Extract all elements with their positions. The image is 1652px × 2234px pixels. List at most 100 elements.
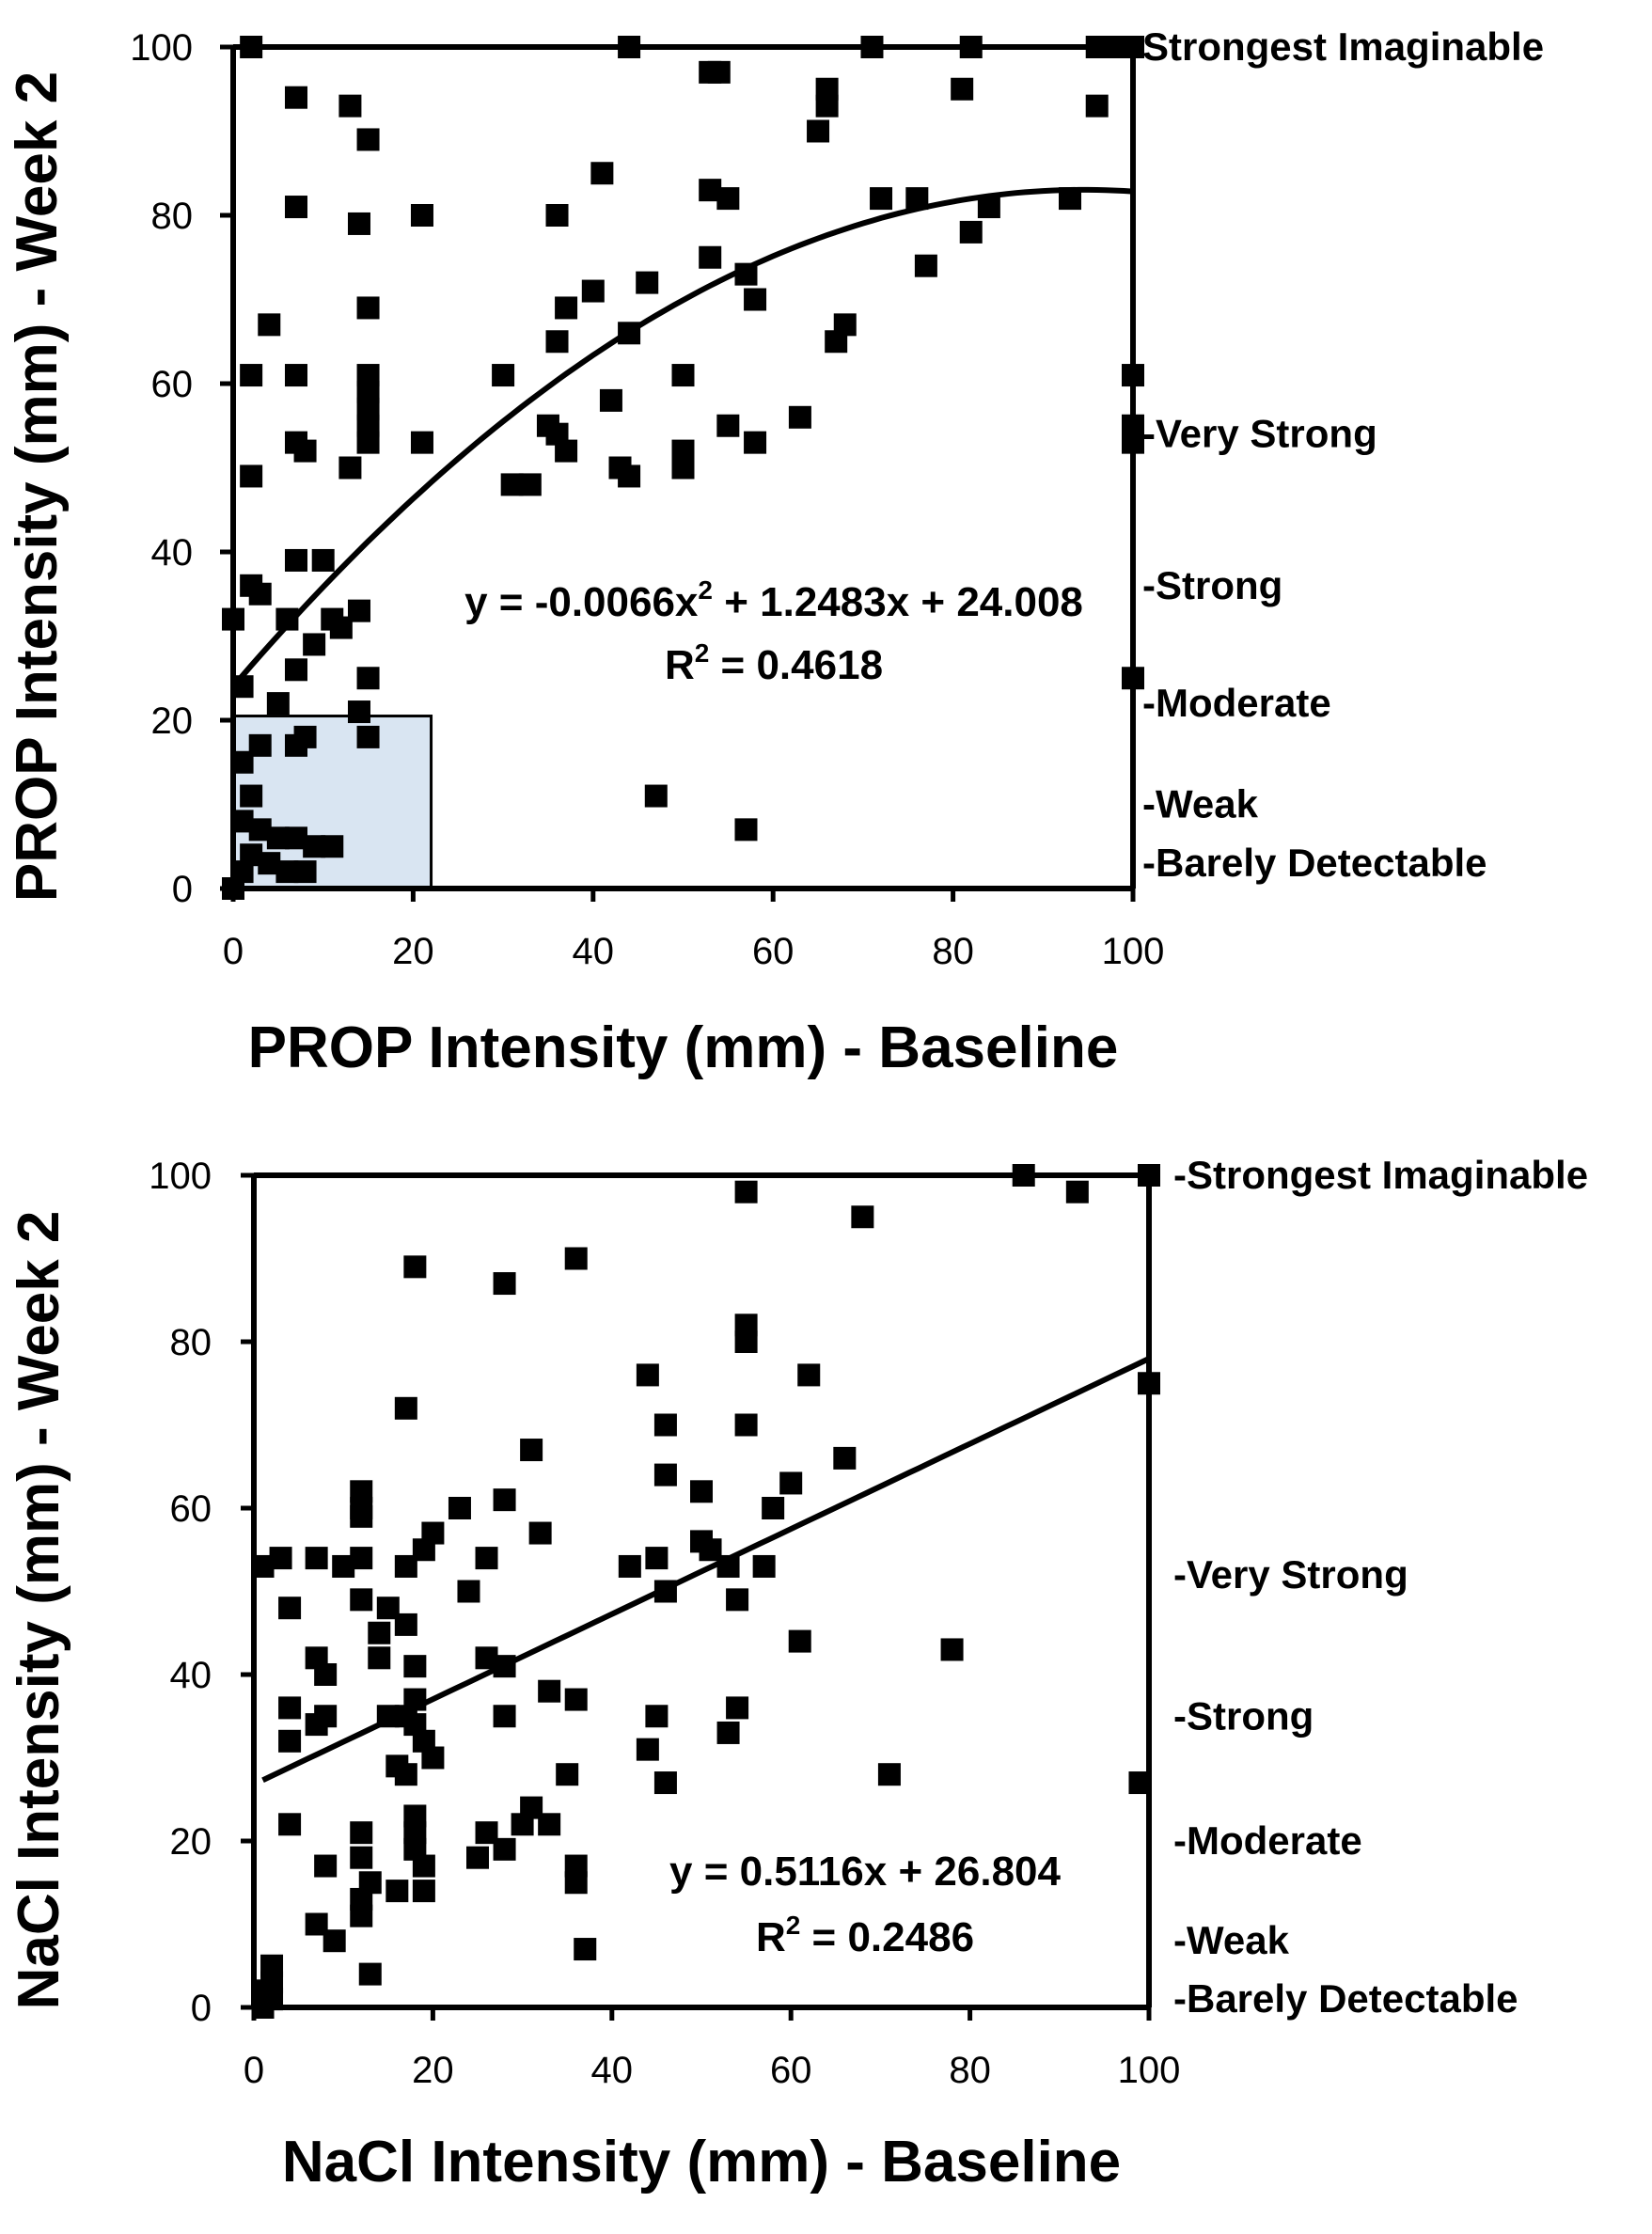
- prop-data-point: [671, 364, 695, 387]
- prop-chart: 0 20 40 60 80 100 0 20 40 60 80 100 PROP Intensity (…: [5, 24, 1544, 1080]
- nacl-r-squared: R2 = 0.2486: [756, 1911, 974, 1960]
- prop-data-point: [410, 204, 433, 227]
- prop-x-tick-label: 80: [932, 931, 974, 972]
- prop-data-point: [815, 94, 839, 118]
- nacl-data-point: [851, 1205, 874, 1229]
- nacl-data-point: [368, 1646, 391, 1670]
- prop-y-axis-title: PROP Intensity (mm) - Week 2: [5, 71, 70, 902]
- prop-data-point: [518, 473, 542, 496]
- prop-data-point: [240, 464, 263, 488]
- nacl-data-point: [412, 1854, 435, 1878]
- nacl-y-tick-label: 40: [170, 1655, 212, 1696]
- nacl-data-point: [350, 1547, 373, 1570]
- prop-data-point: [744, 431, 767, 454]
- nacl-data-point: [1012, 1164, 1035, 1187]
- prop-data-point: [716, 187, 740, 211]
- nacl-data-point: [394, 1396, 417, 1420]
- prop-data-point: [356, 128, 380, 151]
- nacl-data-point: [394, 1613, 417, 1636]
- prop-intensity-anchor-label: Strongest Imaginable: [1142, 24, 1544, 69]
- nacl-data-point: [350, 1588, 373, 1612]
- prop-data-point: [959, 36, 983, 58]
- nacl-data-point: [350, 1821, 373, 1845]
- nacl-data-point: [314, 1854, 338, 1878]
- prop-data-point: [860, 36, 884, 58]
- nacl-data-point: [457, 1580, 480, 1603]
- prop-data-point: [833, 313, 857, 337]
- nacl-data-point: [1065, 1180, 1089, 1204]
- nacl-x-tick-label: 0: [244, 2050, 264, 2091]
- prop-data-point: [1122, 364, 1144, 387]
- nacl-intensity-anchor-label: -Strong: [1173, 1693, 1314, 1738]
- prop-data-point: [240, 364, 263, 387]
- nacl-data-point: [645, 1705, 669, 1728]
- nacl-data-point: [323, 1929, 346, 1953]
- nacl-data-point: [305, 1547, 328, 1570]
- prop-data-point: [959, 220, 983, 244]
- prop-data-point: [410, 431, 433, 454]
- prop-data-point: [303, 633, 326, 656]
- prop-data-point: [707, 60, 731, 84]
- nacl-intensity-anchor-label: -Barely Detectable: [1173, 1976, 1518, 2021]
- nacl-intensity-anchor-label: -Weak: [1173, 1918, 1290, 1962]
- nacl-data-point: [762, 1497, 785, 1519]
- nacl-data-point: [653, 1463, 677, 1487]
- prop-data-point: [284, 86, 307, 109]
- prop-data-point: [744, 288, 767, 311]
- nacl-data-point: [574, 1938, 597, 1961]
- nacl-data-point: [421, 1521, 445, 1545]
- prop-data-point: [321, 835, 344, 858]
- prop-data-point: [555, 439, 578, 463]
- nacl-data-point: [528, 1521, 552, 1545]
- prop-data-point: [1122, 36, 1144, 58]
- prop-regression-equation: y = -0.0066x2 + 1.2483x + 24.008: [464, 575, 1083, 625]
- nacl-data-point: [493, 1837, 516, 1861]
- prop-data-point: [284, 196, 307, 219]
- prop-y-tick-label: 40: [151, 532, 194, 574]
- nacl-data-point: [278, 1597, 302, 1620]
- nacl-data-point: [734, 1330, 758, 1353]
- nacl-data-point: [636, 1363, 659, 1387]
- nacl-data-point: [877, 1763, 901, 1786]
- prop-data-point: [618, 36, 641, 58]
- nacl-data-point: [1138, 1372, 1160, 1395]
- prop-data-point: [636, 271, 659, 294]
- nacl-data-point: [368, 1621, 391, 1644]
- prop-intensity-anchor-label: -Strong: [1142, 563, 1282, 607]
- prop-intensity-anchor-label: -Very Strong: [1142, 412, 1377, 456]
- nacl-data-point: [475, 1547, 498, 1570]
- prop-data-point: [284, 658, 307, 682]
- nacl-x-tick-label: 20: [412, 2050, 454, 2091]
- nacl-data-point: [403, 1655, 427, 1678]
- prop-data-point: [951, 77, 974, 101]
- nacl-x-tick-label: 60: [770, 2050, 812, 2091]
- prop-data-point: [1085, 94, 1109, 118]
- prop-data-point: [545, 204, 569, 227]
- nacl-data-point: [779, 1471, 803, 1495]
- prop-data-point: [590, 162, 614, 185]
- prop-data-point: [293, 725, 317, 748]
- nacl-x-tick-label: 40: [591, 2050, 634, 2091]
- nacl-data-point: [833, 1446, 857, 1470]
- prop-data-point: [293, 439, 317, 463]
- nacl-data-point: [466, 1846, 489, 1869]
- nacl-regression-equation: y = 0.5116x + 26.804: [669, 1849, 1061, 1895]
- nacl-data-point: [493, 1705, 516, 1728]
- nacl-data-point: [350, 1904, 373, 1927]
- prop-data-point: [671, 456, 695, 480]
- nacl-data-point: [690, 1480, 713, 1503]
- nacl-data-point: [269, 1547, 292, 1570]
- prop-data-point: [284, 548, 307, 572]
- nacl-y-tick-label: 80: [170, 1322, 212, 1363]
- nacl-data-point: [412, 1880, 435, 1903]
- prop-y-tick-label: 20: [151, 700, 194, 742]
- prop-data-point: [699, 245, 722, 269]
- nacl-data-point: [385, 1880, 409, 1903]
- prop-x-tick-label: 60: [752, 931, 795, 972]
- prop-data-point: [248, 733, 272, 757]
- prop-x-tick-label: 20: [392, 931, 434, 972]
- prop-data-point: [240, 36, 263, 58]
- nacl-data-point: [493, 1488, 516, 1512]
- prop-data-point: [716, 414, 740, 437]
